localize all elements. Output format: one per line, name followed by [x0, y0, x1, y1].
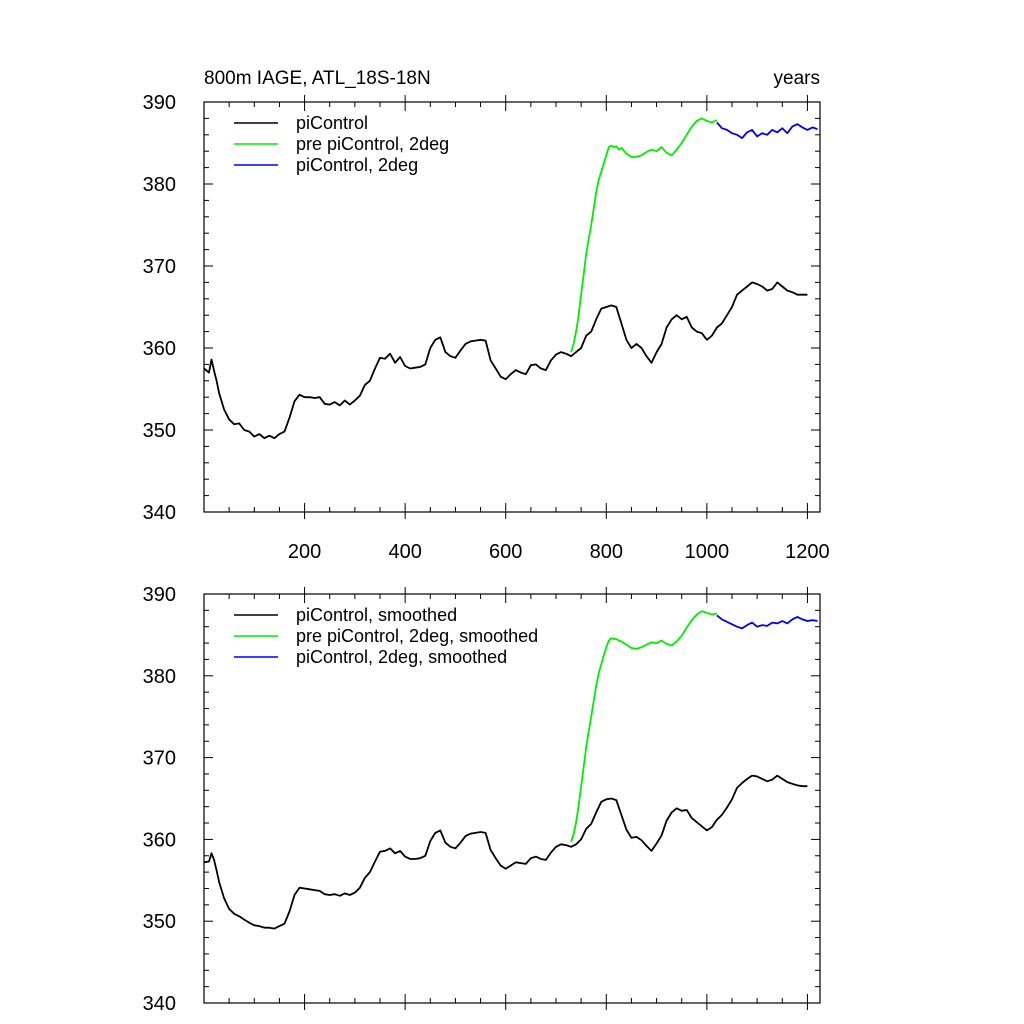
chart-title: 800m IAGE, ATL_18S-18N [204, 68, 431, 89]
y-tick-label: 380 [143, 666, 176, 688]
legend-label: piControl, smoothed [296, 605, 457, 625]
y-tick-label: 380 [143, 174, 176, 196]
plot-frame [203, 101, 821, 513]
x-tick-label: 1000 [685, 541, 730, 563]
series-line [716, 614, 818, 630]
x-axis-units-label: years [774, 68, 820, 89]
x-tick-label: 400 [388, 541, 421, 563]
series-line [570, 117, 718, 353]
series-line [570, 610, 718, 843]
x-tick-label: 1200 [785, 541, 830, 563]
legend-label: pre piControl, 2deg [296, 134, 449, 154]
y-tick-label: 390 [143, 584, 176, 606]
y-tick-label: 340 [143, 993, 176, 1015]
x-tick-label: 800 [590, 541, 623, 563]
series-line [203, 281, 808, 440]
series-line [203, 774, 808, 930]
y-tick-label: 360 [143, 829, 176, 851]
legend-label: piControl, 2deg, smoothed [296, 647, 507, 667]
y-tick-label: 350 [143, 420, 176, 442]
y-tick-label: 370 [143, 748, 176, 770]
x-tick-label: 200 [288, 541, 321, 563]
y-tick-label: 360 [143, 338, 176, 360]
y-tick-label: 340 [143, 502, 176, 524]
legend-label: pre piControl, 2deg, smoothed [296, 626, 538, 646]
plot-frame [203, 593, 821, 1004]
y-tick-label: 350 [143, 911, 176, 933]
series-line [716, 121, 818, 140]
chart-panel-top: 200 400 600 800 1000 1200 340 350 360 370 380 390 pi… [143, 92, 830, 563]
chart-panel-bottom: 340 350 360 370 380 390 piControl, smoothedpre… [143, 584, 821, 1015]
legend-label: piControl [296, 113, 368, 133]
x-tick-label: 600 [489, 541, 522, 563]
y-tick-label: 370 [143, 256, 176, 278]
legend-label: piControl, 2deg [296, 155, 418, 175]
y-tick-label: 390 [143, 92, 176, 114]
